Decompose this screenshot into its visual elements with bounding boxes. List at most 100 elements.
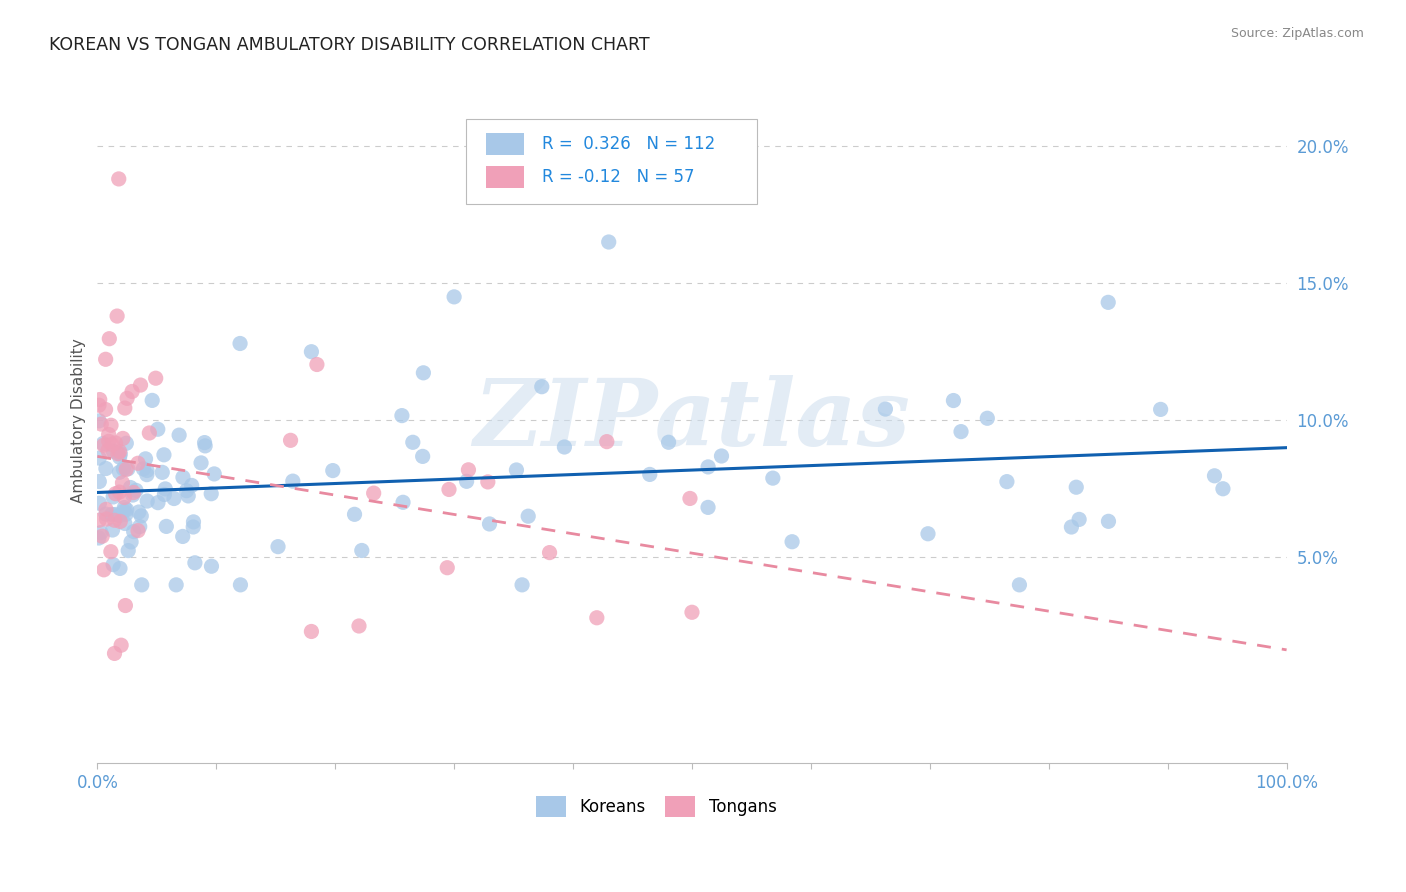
Tongans bbox=[596, 434, 619, 449]
Koreans bbox=[1097, 295, 1119, 310]
Koreans bbox=[598, 235, 620, 249]
Koreans bbox=[942, 393, 965, 408]
Koreans bbox=[1008, 578, 1031, 592]
Koreans bbox=[136, 463, 159, 477]
Tongans bbox=[585, 611, 607, 625]
Koreans bbox=[1060, 520, 1083, 534]
Tongans bbox=[477, 475, 499, 489]
Koreans bbox=[875, 402, 897, 417]
Legend: Koreans, Tongans: Koreans, Tongans bbox=[529, 789, 783, 823]
Tongans bbox=[100, 418, 122, 433]
Koreans bbox=[710, 449, 733, 463]
Koreans bbox=[135, 467, 157, 482]
Tongans bbox=[111, 432, 134, 446]
Koreans bbox=[172, 529, 194, 543]
Koreans bbox=[155, 519, 177, 533]
Koreans bbox=[200, 559, 222, 574]
Koreans bbox=[1069, 512, 1091, 526]
Tongans bbox=[97, 427, 120, 442]
Tongans bbox=[105, 309, 128, 323]
Koreans bbox=[200, 487, 222, 501]
Text: KOREAN VS TONGAN AMBULATORY DISABILITY CORRELATION CHART: KOREAN VS TONGAN AMBULATORY DISABILITY C… bbox=[49, 36, 650, 54]
Koreans bbox=[141, 393, 163, 408]
Tongans bbox=[94, 352, 117, 367]
Koreans bbox=[153, 448, 176, 462]
Koreans bbox=[697, 459, 720, 474]
Tongans bbox=[110, 515, 132, 529]
Koreans bbox=[87, 414, 110, 428]
Koreans bbox=[950, 425, 973, 439]
Text: R =  0.326   N = 112: R = 0.326 N = 112 bbox=[543, 135, 716, 153]
Koreans bbox=[180, 478, 202, 492]
Koreans bbox=[125, 483, 148, 498]
Koreans bbox=[762, 471, 785, 485]
Koreans bbox=[91, 436, 114, 450]
Koreans bbox=[110, 447, 132, 461]
Bar bbox=[486, 166, 524, 188]
Koreans bbox=[122, 524, 145, 539]
Tongans bbox=[127, 456, 149, 470]
Tongans bbox=[121, 384, 143, 399]
Koreans bbox=[89, 475, 111, 489]
Koreans bbox=[115, 502, 138, 516]
Bar bbox=[486, 133, 524, 155]
Koreans bbox=[128, 519, 150, 533]
Koreans bbox=[176, 483, 198, 498]
Koreans bbox=[391, 409, 413, 423]
Koreans bbox=[530, 380, 553, 394]
Tongans bbox=[96, 512, 118, 526]
Tongans bbox=[679, 491, 702, 506]
Koreans bbox=[121, 488, 143, 502]
Koreans bbox=[146, 422, 169, 436]
Tongans bbox=[305, 358, 328, 372]
Y-axis label: Ambulatory Disability: Ambulatory Disability bbox=[72, 338, 86, 503]
Koreans bbox=[131, 578, 153, 592]
Koreans bbox=[89, 496, 111, 510]
Koreans bbox=[553, 440, 575, 454]
Tongans bbox=[104, 486, 127, 500]
Koreans bbox=[229, 336, 252, 351]
Koreans bbox=[146, 496, 169, 510]
Koreans bbox=[155, 482, 177, 496]
Tongans bbox=[90, 417, 112, 431]
Tongans bbox=[122, 485, 145, 500]
Tongans bbox=[457, 463, 479, 477]
Tongans bbox=[103, 647, 125, 661]
Tongans bbox=[437, 483, 460, 497]
Koreans bbox=[101, 508, 124, 522]
Tongans bbox=[115, 392, 138, 406]
Koreans bbox=[183, 515, 205, 529]
Tongans bbox=[97, 434, 120, 449]
Koreans bbox=[114, 516, 136, 531]
Koreans bbox=[1097, 514, 1119, 528]
Koreans bbox=[1212, 482, 1234, 496]
Tongans bbox=[93, 563, 115, 577]
Koreans bbox=[510, 578, 533, 592]
Koreans bbox=[132, 462, 155, 476]
Tongans bbox=[107, 172, 129, 186]
Koreans bbox=[402, 435, 425, 450]
Koreans bbox=[117, 543, 139, 558]
Tongans bbox=[299, 624, 322, 639]
Tongans bbox=[280, 434, 302, 448]
Koreans bbox=[117, 462, 139, 476]
Text: R = -0.12   N = 57: R = -0.12 N = 57 bbox=[543, 168, 695, 186]
Koreans bbox=[392, 495, 415, 509]
Koreans bbox=[177, 489, 200, 503]
Tongans bbox=[436, 560, 458, 574]
Tongans bbox=[91, 529, 114, 543]
Koreans bbox=[229, 578, 252, 592]
Koreans bbox=[108, 465, 131, 479]
Koreans bbox=[101, 558, 124, 572]
Koreans bbox=[697, 500, 720, 515]
Tongans bbox=[89, 513, 111, 527]
Tongans bbox=[363, 486, 385, 500]
Koreans bbox=[112, 504, 135, 518]
Tongans bbox=[145, 371, 167, 385]
Koreans bbox=[90, 525, 112, 540]
Koreans bbox=[135, 451, 157, 466]
Tongans bbox=[97, 443, 120, 458]
Tongans bbox=[538, 545, 561, 559]
Koreans bbox=[322, 464, 344, 478]
Tongans bbox=[98, 332, 121, 346]
